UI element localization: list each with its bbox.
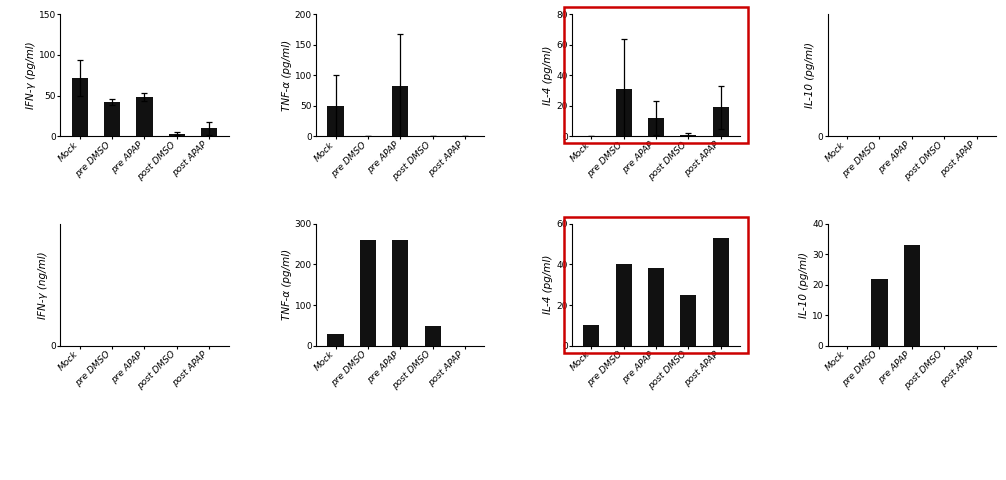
Bar [328, 106, 344, 136]
Bar [712, 107, 728, 136]
Bar [616, 89, 632, 136]
Bar [616, 264, 632, 346]
Bar [871, 278, 887, 346]
Bar [104, 102, 121, 136]
Y-axis label: IFN-γ (pg/ml): IFN-γ (pg/ml) [26, 41, 36, 109]
Bar [425, 326, 441, 346]
Bar [903, 245, 919, 346]
Bar [201, 128, 217, 136]
Bar [648, 268, 664, 346]
Bar [328, 334, 344, 346]
Y-axis label: TNF-α (pg/ml): TNF-α (pg/ml) [282, 249, 292, 320]
Y-axis label: IL-4 (pg/ml): IL-4 (pg/ml) [543, 255, 553, 314]
Bar [680, 295, 696, 346]
Bar [712, 238, 728, 346]
Bar [680, 135, 696, 136]
Bar [137, 97, 153, 136]
Bar [360, 240, 376, 346]
Y-axis label: TNF-α (pg/ml): TNF-α (pg/ml) [282, 40, 292, 111]
Bar [583, 325, 600, 346]
Bar [392, 240, 408, 346]
Y-axis label: IFN-γ (ng/ml): IFN-γ (ng/ml) [37, 251, 47, 319]
Bar [648, 118, 664, 136]
Bar [392, 85, 408, 136]
Y-axis label: IL-10 (pg/ml): IL-10 (pg/ml) [805, 42, 815, 108]
Y-axis label: IL-10 (pg/ml): IL-10 (pg/ml) [799, 252, 809, 318]
Bar [71, 78, 88, 136]
Bar [169, 134, 185, 136]
Y-axis label: IL-4 (pg/ml): IL-4 (pg/ml) [543, 46, 553, 105]
